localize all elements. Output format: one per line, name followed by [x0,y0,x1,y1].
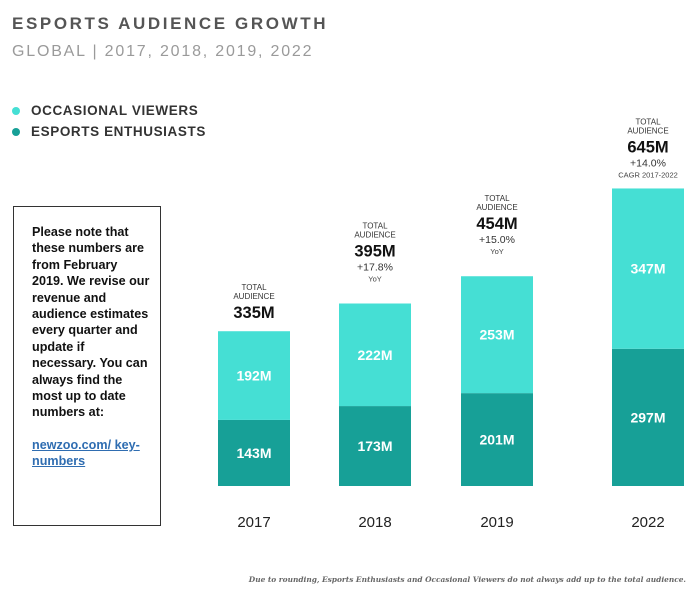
growth-label-2022: CAGR 2017-2022 [618,170,678,179]
bar-occasional-2022 [612,188,684,349]
total-label-line2-2019: AUDIENCE [476,203,517,212]
legend-label-occasional: OCCASIONAL VIEWERS [31,103,199,118]
bar-enthusiasts-2017 [218,419,290,486]
growth-value-2018: +17.8% [357,262,393,274]
total-label-line1-2018: TOTAL [362,222,388,231]
bar-label-enthusiasts-2019: 201M [479,432,514,448]
legend-label-enthusiasts: ESPORTS ENTHUSIASTS [31,124,206,139]
bar-enthusiasts-2022 [612,348,684,486]
total-value-2019: 454M [476,215,517,233]
note-text: Please note that these numbers are from … [32,225,150,420]
growth-value-2019: +15.0% [479,234,515,246]
growth-value-2022: +14.0% [630,157,666,169]
bar-label-enthusiasts-2017: 143M [236,445,271,461]
legend: OCCASIONAL VIEWERS ESPORTS ENTHUSIASTS [12,100,206,142]
bar-label-occasional-2018: 222M [357,347,392,363]
total-label-line1-2017: TOTAL [241,283,267,292]
legend-item-occasional: OCCASIONAL VIEWERS [12,100,206,121]
chart-subtitle: GLOBAL | 2017, 2018, 2019, 2022 [12,43,314,60]
footnote: Due to rounding, Esports Enthusiasts and… [248,575,686,584]
total-label-line2-2022: AUDIENCE [627,126,668,135]
note-box: Please note that these numbers are from … [13,206,161,526]
total-label-line1-2022: TOTAL [635,117,661,126]
growth-label-2019: YoY [490,247,504,256]
key-numbers-link[interactable]: newzoo.com/ key-numbers [32,437,140,469]
legend-item-enthusiasts: ESPORTS ENTHUSIASTS [12,121,206,142]
bar-occasional-2019 [461,276,533,394]
total-label-line2-2018: AUDIENCE [354,231,395,240]
bar-occasional-2017 [218,331,290,420]
total-label-line2-2017: AUDIENCE [233,292,274,301]
total-value-2017: 335M [233,304,274,322]
legend-swatch-enthusiasts [12,127,20,136]
x-tick-label-2017: 2017 [237,514,270,531]
x-tick-label-2022: 2022 [631,514,664,531]
bar-enthusiasts-2018 [339,406,411,486]
total-value-2022: 645M [627,138,668,156]
x-tick-label-2019: 2019 [480,514,513,531]
bar-label-enthusiasts-2018: 173M [357,438,392,454]
bar-label-occasional-2017: 192M [236,368,271,384]
total-value-2018: 395M [354,243,395,261]
bar-enthusiasts-2019 [461,393,533,486]
total-label-line1-2019: TOTAL [484,194,510,203]
bar-label-occasional-2019: 253M [479,327,514,343]
legend-swatch-occasional [12,106,20,115]
bar-label-occasional-2022: 347M [630,261,665,277]
bar-occasional-2018 [339,303,411,407]
x-tick-label-2018: 2018 [358,514,391,531]
chart-title: ESPORTS AUDIENCE GROWTH [12,14,329,33]
bar-label-enthusiasts-2022: 297M [630,409,665,425]
growth-label-2018: YoY [368,275,382,284]
